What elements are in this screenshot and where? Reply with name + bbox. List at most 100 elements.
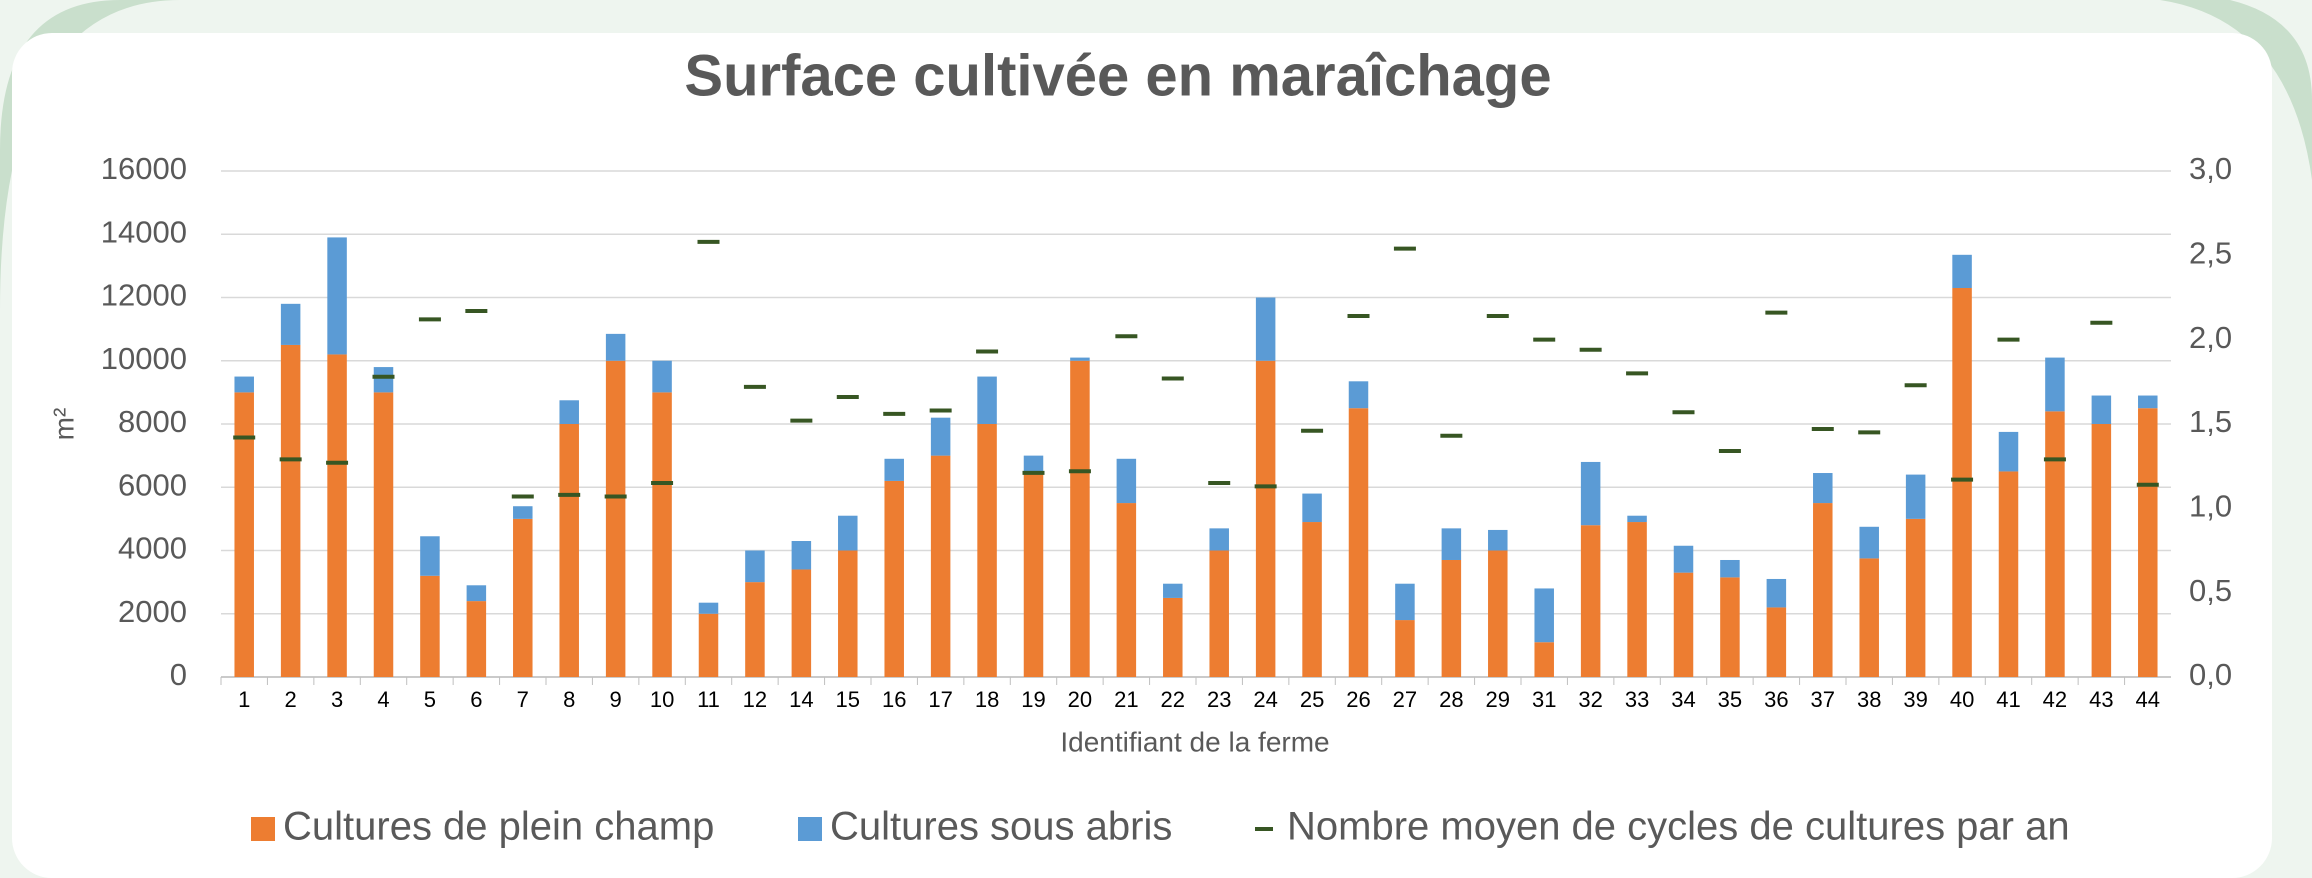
x-tick-label: 27 (1393, 687, 1417, 712)
bar-segment (1905, 474, 1926, 519)
bar-segment (1859, 558, 1879, 677)
bar-segment (838, 550, 858, 677)
bar-segment (1209, 528, 1229, 551)
bar-segment (838, 515, 858, 551)
bar-segment (652, 392, 672, 677)
bar-segment (1163, 583, 1183, 598)
legend-swatch (251, 817, 275, 841)
y2-tick-label: 0,5 (2189, 573, 2232, 608)
legend-label: Nombre moyen de cycles de cultures par a… (1287, 805, 2070, 849)
x-axis-label: Identifiant de la ferme (1060, 726, 1329, 757)
bar-segment (605, 333, 626, 361)
x-tick-label: 38 (1857, 687, 1881, 712)
legend-label: Cultures de plein champ (283, 805, 714, 849)
x-tick-label: 1 (238, 687, 250, 712)
x-tick-label: 19 (1021, 687, 1045, 712)
bar-segment (1441, 559, 1462, 677)
x-tick-label: 23 (1207, 687, 1231, 712)
y2-tick-label: 2,0 (2189, 320, 2232, 355)
bar-segment (280, 344, 301, 677)
y-tick-label: 16000 (101, 151, 187, 186)
bar-segment (327, 237, 347, 355)
bar-segment (373, 392, 394, 677)
bar-segment (930, 417, 951, 456)
bar-segment (930, 455, 951, 677)
x-tick-label: 6 (470, 687, 482, 712)
bar-segment (1998, 431, 2019, 472)
bar-segment (884, 480, 904, 677)
bar-segment (1813, 473, 1833, 504)
x-tick-label: 10 (650, 687, 674, 712)
bar-segment (1952, 254, 1972, 289)
x-tick-label: 11 (697, 687, 720, 712)
bar-segment (1813, 503, 1833, 677)
bar-segment (1023, 471, 1044, 677)
bar-segment (1534, 642, 1554, 677)
x-tick-label: 17 (928, 687, 952, 712)
bar-segment (466, 601, 487, 677)
y-tick-label: 8000 (118, 404, 187, 439)
bar-segment (884, 458, 904, 481)
x-tick-label: 43 (2089, 687, 2113, 712)
bar-segment (1209, 550, 1229, 677)
x-tick-label: 14 (789, 687, 813, 712)
bar-segment (1720, 577, 1740, 677)
y2-tick-label: 0,0 (2189, 657, 2232, 692)
x-tick-label: 41 (1996, 687, 2020, 712)
bar-segment (791, 541, 812, 570)
bar-segment (1488, 529, 1508, 551)
bar-segment (1766, 578, 1787, 608)
x-tick-label: 44 (2136, 687, 2160, 712)
bar-segment (745, 550, 765, 583)
bar-segment (745, 582, 765, 677)
bar-segment (1441, 528, 1462, 560)
x-tick-label: 34 (1671, 687, 1695, 712)
x-tick-label: 22 (1161, 687, 1185, 712)
legend-swatch (798, 817, 822, 841)
bar-segment (280, 303, 301, 345)
x-tick-label: 4 (377, 687, 389, 712)
bar-segment (2045, 357, 2065, 412)
y-tick-label: 0 (170, 657, 187, 692)
x-tick-label: 35 (1718, 687, 1742, 712)
legend-label: Cultures sous abris (830, 805, 1172, 849)
x-tick-label: 9 (610, 687, 622, 712)
y2-tick-label: 2,5 (2189, 236, 2232, 271)
y-tick-label: 14000 (101, 214, 187, 249)
bar-segment (2091, 395, 2112, 424)
bar-segment (513, 518, 533, 677)
y-axis-label: m² (48, 408, 79, 441)
bar-segment (373, 367, 394, 393)
y-tick-label: 12000 (101, 278, 187, 313)
x-tick-label: 8 (563, 687, 575, 712)
bar-segment (1952, 288, 1972, 677)
bar-segment (1395, 583, 1415, 621)
bar-segment (1673, 572, 1694, 677)
bar-segment (1255, 297, 1276, 361)
bar-segment (327, 354, 347, 677)
bar-segment (1116, 458, 1137, 504)
bar-segment (1580, 461, 1601, 526)
y-tick-label: 10000 (101, 341, 187, 376)
bar-segment (1998, 471, 2019, 677)
bar-segment (698, 613, 719, 677)
x-tick-label: 31 (1532, 687, 1556, 712)
bar-segment (1859, 526, 1879, 559)
x-tick-label: 25 (1300, 687, 1324, 712)
bar-segment (1302, 522, 1322, 677)
decoration (2160, 0, 2312, 180)
x-tick-label: 21 (1114, 687, 1138, 712)
x-tick-label: 12 (743, 687, 767, 712)
x-tick-label: 32 (1578, 687, 1602, 712)
bar-segment (1488, 550, 1508, 677)
bar-segment (1116, 503, 1137, 677)
bar-segment (1534, 588, 1554, 643)
bar-segment (1720, 559, 1740, 578)
bar-segment (420, 575, 440, 677)
bar-segment (1905, 518, 1926, 677)
x-tick-label: 20 (1068, 687, 1092, 712)
x-tick-label: 18 (975, 687, 999, 712)
bar-segment (698, 602, 719, 614)
